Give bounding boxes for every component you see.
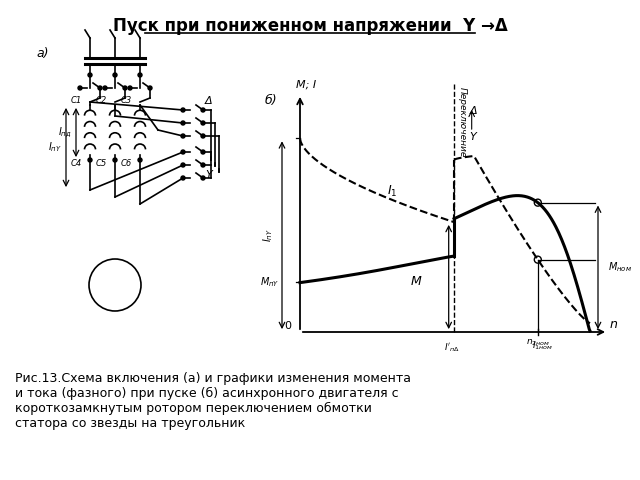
Text: б): б) xyxy=(265,94,278,107)
Text: $M_{ном}$: $M_{ном}$ xyxy=(608,261,632,274)
Circle shape xyxy=(78,86,82,90)
Circle shape xyxy=(201,134,205,138)
Circle shape xyxy=(98,86,102,90)
Text: $I_{пY}$: $I_{пY}$ xyxy=(48,141,62,155)
Text: М; I: М; I xyxy=(296,80,316,90)
Text: $I_{1ном}$: $I_{1ном}$ xyxy=(532,340,554,352)
Text: $I_1$: $I_1$ xyxy=(387,184,397,199)
Circle shape xyxy=(103,86,107,90)
Text: Δ: Δ xyxy=(205,96,212,106)
Circle shape xyxy=(181,163,185,167)
Circle shape xyxy=(181,121,185,125)
Text: 0: 0 xyxy=(285,321,291,331)
Circle shape xyxy=(128,86,132,90)
Text: C5: C5 xyxy=(95,159,107,168)
Text: а): а) xyxy=(36,47,49,60)
Circle shape xyxy=(181,176,185,180)
Text: Y: Y xyxy=(470,132,476,142)
Circle shape xyxy=(201,176,205,180)
Text: n: n xyxy=(610,318,618,331)
Circle shape xyxy=(181,134,185,138)
Circle shape xyxy=(88,73,92,77)
Circle shape xyxy=(148,86,152,90)
Text: C1: C1 xyxy=(70,96,82,105)
Text: $I'_{пΔ}$: $I'_{пΔ}$ xyxy=(444,342,460,355)
Circle shape xyxy=(534,256,541,263)
Text: Δ: Δ xyxy=(470,106,477,116)
Text: Переключение: Переключение xyxy=(458,87,467,157)
Text: $n_{2ном}$: $n_{2ном}$ xyxy=(525,337,550,348)
Text: C6: C6 xyxy=(120,159,132,168)
Text: М: М xyxy=(410,275,421,288)
Circle shape xyxy=(181,150,185,154)
Text: C3: C3 xyxy=(120,96,132,105)
Text: Рис.13.Схема включения (а) и графики изменения момента
и тока (фазного) при пуск: Рис.13.Схема включения (а) и графики изм… xyxy=(15,372,411,430)
Text: C4: C4 xyxy=(70,159,82,168)
Text: C2: C2 xyxy=(95,96,107,105)
Text: Y: Y xyxy=(205,170,212,180)
Circle shape xyxy=(138,158,142,162)
Circle shape xyxy=(89,259,141,311)
Circle shape xyxy=(201,108,205,112)
Text: $I_{пY}$: $I_{пY}$ xyxy=(261,228,275,242)
Circle shape xyxy=(88,158,92,162)
Circle shape xyxy=(201,150,205,154)
Text: $I_{пд}$: $I_{пд}$ xyxy=(58,125,72,140)
Text: Пуск при пониженном напряжении  Y →Δ: Пуск при пониженном напряжении Y →Δ xyxy=(113,17,508,35)
Circle shape xyxy=(113,73,117,77)
Circle shape xyxy=(201,121,205,125)
Text: $M_{пY}$: $M_{пY}$ xyxy=(260,276,280,289)
Circle shape xyxy=(113,158,117,162)
Circle shape xyxy=(181,108,185,112)
Circle shape xyxy=(534,199,541,206)
Circle shape xyxy=(201,163,205,167)
Circle shape xyxy=(123,86,127,90)
Circle shape xyxy=(138,73,142,77)
